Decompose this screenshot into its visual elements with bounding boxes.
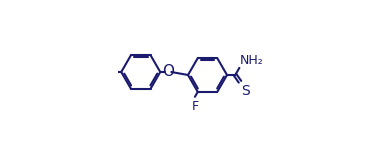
- Text: S: S: [241, 84, 249, 98]
- Text: NH₂: NH₂: [240, 54, 264, 67]
- Text: O: O: [162, 64, 174, 80]
- Text: F: F: [191, 99, 198, 112]
